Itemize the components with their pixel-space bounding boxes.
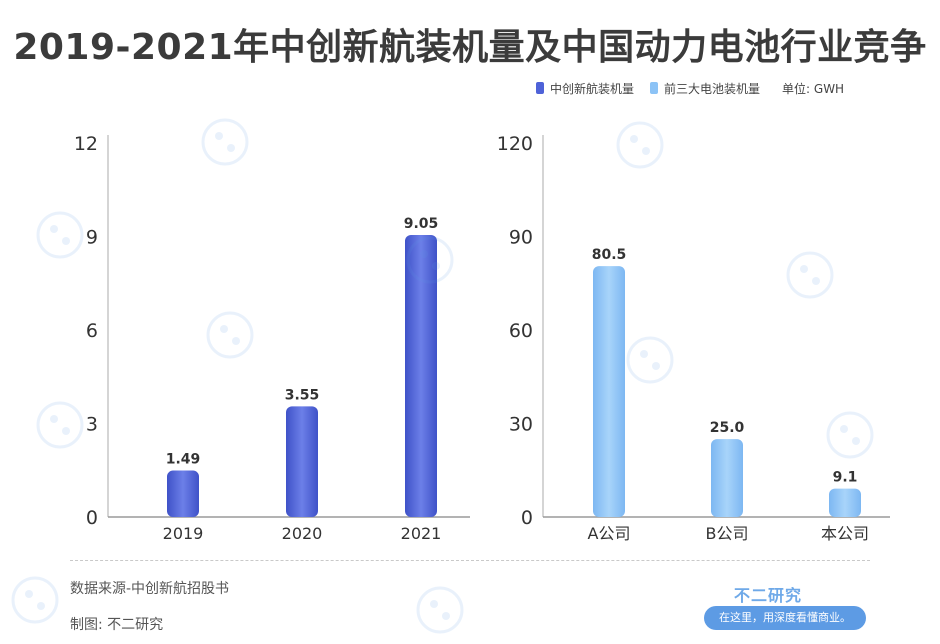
y-tick-label: 3: [86, 414, 98, 436]
y-tick-label: 0: [521, 507, 533, 529]
y-tick-label: 0: [86, 507, 98, 529]
bar: [405, 234, 437, 518]
watermark-icon: [36, 401, 84, 449]
y-tick-label: 90: [509, 227, 533, 249]
bar-value-label: 80.5: [592, 247, 627, 263]
legend-label-zhongchuang: 中创新航装机量: [550, 81, 635, 96]
watermark-icon: [826, 411, 874, 459]
watermark-icon: [416, 586, 464, 634]
watermark-icon: [786, 251, 834, 299]
legend: 中创新航装机量 前三大电池装机量 单位: GWH: [536, 80, 844, 96]
watermark-icon: [616, 121, 664, 169]
x-tick-label: 2020: [282, 524, 323, 543]
footer-divider: [70, 560, 870, 561]
legend-item-zhongchuang: 中创新航装机量: [536, 80, 634, 97]
x-tick-label: 2021: [401, 524, 442, 543]
bar: [829, 488, 861, 517]
legend-label-top3: 前三大电池装机量: [664, 81, 761, 96]
unit-label: 单位: GWH: [782, 81, 845, 96]
x-tick-label: B公司: [706, 524, 749, 543]
legend-item-top3: 前三大电池装机量: [650, 80, 760, 97]
y-tick-label: 120: [497, 133, 533, 155]
data-source: 数据来源-中创新航招股书: [70, 581, 230, 597]
brand-badge: 不二研究 在这里，用深度看懂商业。: [704, 582, 866, 634]
x-tick-label: 2019: [163, 524, 204, 543]
bar: [167, 470, 199, 517]
watermark-icon: [36, 211, 84, 259]
x-tick-label: A公司: [588, 524, 631, 543]
bar-value-label: 3.55: [285, 387, 320, 403]
bar-value-label: 1.49: [166, 452, 201, 468]
bar-value-label: 9.05: [404, 216, 439, 232]
legend-swatch-zhongchuang: [536, 82, 544, 94]
legend-swatch-top3: [650, 82, 659, 94]
watermark-icon: [11, 576, 59, 624]
left-bar-chart: 0 3 6 9 12 1.49 2019 3.55 2020 9.05 2021: [74, 133, 470, 543]
watermark-icon: [406, 236, 454, 284]
chart-maker: 制图: 不二研究: [70, 617, 164, 633]
chart-title: 2019-2021年中创新航装机量及中国动力电池行业竞争: [13, 27, 927, 68]
bar-value-label: 25.0: [710, 420, 745, 436]
bar-value-label: 9.1: [833, 470, 858, 486]
y-tick-label: 6: [86, 320, 98, 342]
y-tick-label: 30: [509, 414, 533, 436]
bar: [593, 266, 625, 517]
y-tick-label: 12: [74, 133, 98, 155]
watermark-icon: [201, 118, 249, 166]
bar: [711, 439, 743, 517]
x-tick-label: 本公司: [821, 524, 869, 543]
brand-name: 不二研究: [734, 586, 803, 605]
y-tick-label: 60: [509, 320, 533, 342]
brand-slogan: 在这里，用深度看懂商业。: [704, 606, 866, 630]
watermark-icon: [626, 336, 674, 384]
bar: [286, 406, 318, 517]
watermark-icon: [206, 311, 254, 359]
right-bar-chart: 0 30 60 90 120 80.5 A公司 25.0 B公司 9.1 本公司: [497, 133, 890, 543]
y-tick-label: 9: [86, 227, 98, 249]
